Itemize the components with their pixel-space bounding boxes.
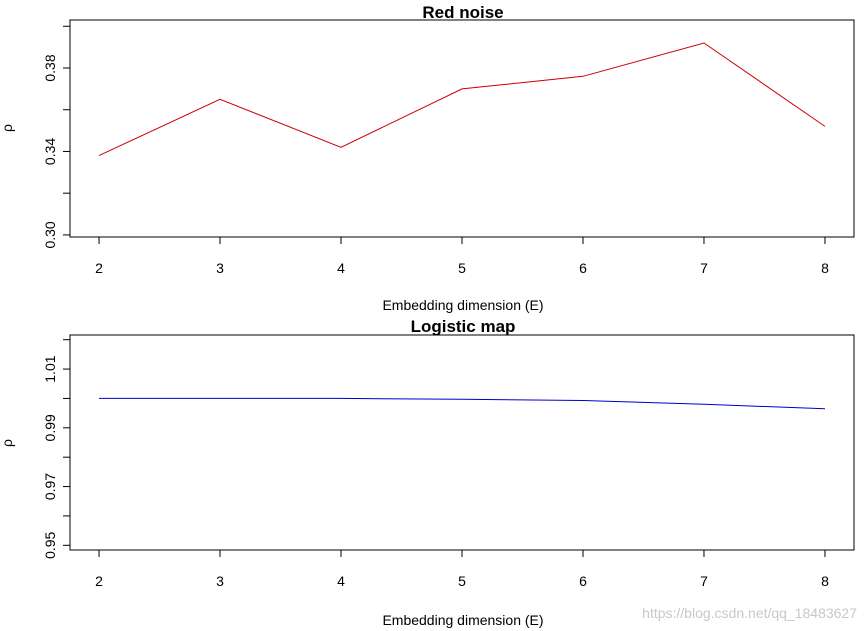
x-tick-label: 4 (337, 573, 345, 589)
watermark: https://blog.csdn.net/qq_18483627 (642, 605, 857, 621)
x-axis: 2 3 4 5 6 7 8 (95, 237, 829, 276)
x-tick-label: 3 (216, 573, 224, 589)
y-tick-label: 0.38 (42, 54, 58, 81)
y-axis-title: ρ (0, 124, 15, 132)
series-layer (98, 42, 826, 157)
x-tick-label: 3 (216, 260, 224, 276)
y-axis: 0.30 0.34 0.38 (42, 25, 70, 249)
y-tick-label: 1.01 (42, 355, 58, 382)
x-tick-label: 6 (579, 573, 587, 589)
panel-red-noise: Red noise 0.30 0.34 0.38 2 3 4 5 6 7 8 Embedding… (0, 3, 855, 313)
y-tick-label: 0.97 (42, 473, 58, 500)
series-layer (99, 397, 826, 410)
panel-logistic-map: Logistic map 0.95 0.97 0.99 1.01 2 3 4 5 6 7 8 Em… (0, 317, 855, 628)
x-tick-label: 7 (700, 573, 708, 589)
x-tick-label: 8 (821, 573, 829, 589)
chart-title: Logistic map (411, 317, 516, 336)
x-tick-label: 5 (458, 573, 466, 589)
x-tick-label: 2 (95, 573, 103, 589)
x-tick-label: 7 (700, 260, 708, 276)
x-axis-title: Embedding dimension (E) (382, 612, 543, 628)
plot-frame (69, 334, 855, 551)
y-tick-label: 0.34 (42, 138, 58, 165)
x-tick-label: 8 (821, 260, 829, 276)
x-axis-title: Embedding dimension (E) (382, 297, 543, 313)
series-line (99, 397, 826, 410)
y-axis-title: ρ (0, 439, 15, 447)
y-tick-label: 0.95 (42, 531, 58, 558)
plot-frame (69, 19, 855, 238)
series-line (98, 42, 826, 157)
x-axis: 2 3 4 5 6 7 8 (95, 550, 829, 589)
x-tick-label: 6 (579, 260, 587, 276)
x-tick-label: 4 (337, 260, 345, 276)
x-tick-label: 5 (458, 260, 466, 276)
x-tick-label: 2 (95, 260, 103, 276)
y-tick-label: 0.30 (42, 221, 58, 248)
chart-title: Red noise (422, 3, 503, 22)
y-tick-label: 0.99 (42, 414, 58, 441)
y-axis: 0.95 0.97 0.99 1.01 (42, 339, 70, 559)
